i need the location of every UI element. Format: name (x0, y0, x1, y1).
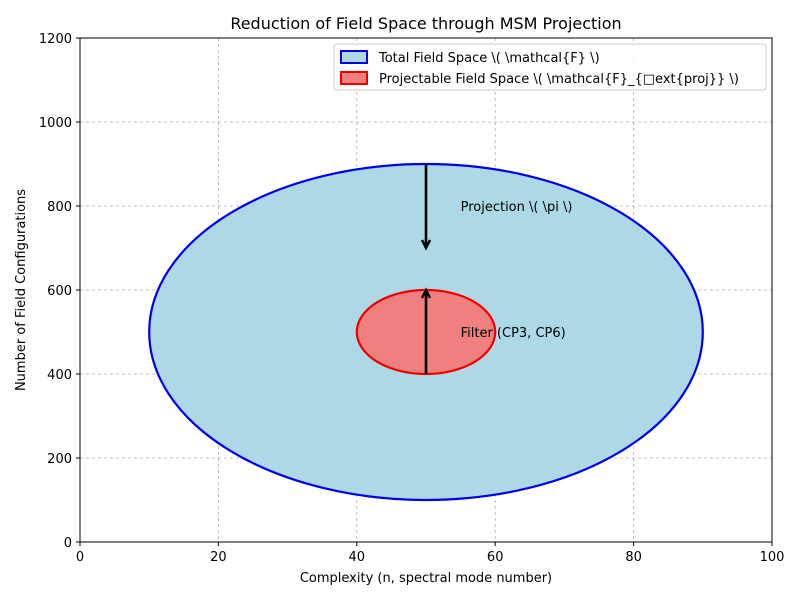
y-tick-label: 1000 (39, 116, 72, 131)
annotation-arrow-head (420, 287, 432, 299)
y-axis-label: Number of Field Configurations (14, 189, 29, 391)
legend-label: Total Field Space \( \mathcal{F} \) (378, 51, 600, 66)
x-axis-label: Complexity (n, spectral mode number) (300, 571, 552, 586)
x-tick-label: 80 (625, 550, 642, 565)
y-tick-label: 400 (47, 368, 72, 383)
legend-swatch (340, 71, 368, 85)
chart-title: Reduction of Field Space through MSM Pro… (230, 14, 621, 33)
x-tick-label: 100 (760, 550, 785, 565)
x-tick-label: 0 (76, 550, 84, 565)
y-tick-label: 1200 (39, 32, 72, 47)
y-tick-label: 0 (64, 536, 72, 551)
legend: Total Field Space \( \mathcal{F} \) Proje… (333, 43, 767, 91)
annotation-label: Filter (CP3, CP6) (461, 326, 566, 341)
annotation-arrows (420, 164, 432, 374)
x-tick-label: 60 (487, 550, 504, 565)
y-tick-label: 800 (47, 200, 72, 215)
legend-swatch (340, 50, 368, 64)
y-tick-label: 200 (47, 452, 72, 467)
x-axis-ticks: 0 20 40 60 80 100 (76, 542, 785, 565)
annotation-label: Projection \( \pi \) (461, 200, 573, 215)
y-axis-ticks: 0 200 400 600 800 1000 1200 (39, 32, 80, 551)
legend-box (333, 43, 767, 91)
annotation-arrow-head (420, 239, 432, 251)
y-tick-label: 600 (47, 284, 72, 299)
x-tick-label: 40 (349, 550, 366, 565)
legend-label: Projectable Field Space \( \mathcal{F}_{… (379, 72, 739, 87)
annotations: Projection \( \pi \) Filter (CP3, CP6) (461, 200, 573, 341)
x-tick-label: 20 (210, 550, 227, 565)
